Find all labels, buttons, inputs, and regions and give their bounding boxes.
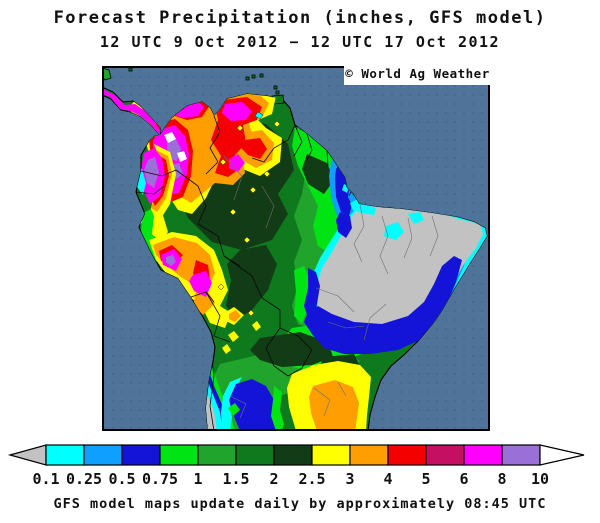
- colorbar: 0.1 0.25 0.5 0.75 1 1.5 2 2.5 3 4 5 6 8 10: [0, 441, 600, 493]
- colorbar-tick-label: 0.1: [32, 470, 59, 488]
- update-note: GFS model maps update daily by approxima…: [53, 496, 547, 512]
- colorbar-tick-label: 6: [459, 470, 468, 488]
- colorbar-segment: [121, 444, 161, 466]
- colorbar-tick-label: 0.75: [142, 470, 178, 488]
- colorbar-segment: [159, 444, 199, 466]
- colorbar-tick-label: 5: [421, 470, 430, 488]
- colorbar-segment: [235, 444, 275, 466]
- colorbar-tick-label: 3: [345, 470, 354, 488]
- andes-heavy-precip: [149, 212, 261, 354]
- state-borders: [223, 155, 439, 419]
- watermark-credit: © World Ag Weather: [344, 62, 491, 85]
- colorbar-over-arrow: [539, 444, 585, 466]
- colorbar-tick-label: 2.5: [298, 470, 325, 488]
- colorbar-segment: [349, 444, 389, 466]
- colorbar-tick-label: 2: [269, 470, 278, 488]
- colorbar-tick-label: 8: [497, 470, 506, 488]
- colorbar-segment: [273, 444, 313, 466]
- colorbar-segment: [425, 444, 465, 466]
- colorbar-tick-label: 10: [531, 470, 549, 488]
- colorbar-segment: [311, 444, 351, 466]
- colorbar-segment: [83, 444, 123, 466]
- map-svg: [102, 66, 490, 431]
- southern-brazil-precip: [287, 361, 371, 431]
- colorbar-segment: [45, 444, 85, 466]
- page-title: Forecast Precipitation (inches, GFS mode…: [53, 8, 547, 28]
- scatter-dots: [217, 111, 336, 317]
- colorbar-segment: [463, 444, 503, 466]
- colorbar-tick-label: 0.5: [108, 470, 135, 488]
- colorbar-tick-label: 1: [193, 470, 202, 488]
- colorbar-tick-label: 0.25: [66, 470, 102, 488]
- country-borders: [135, 115, 359, 431]
- map-frame: [102, 66, 490, 431]
- colorbar-segment: [197, 444, 237, 466]
- colorbar-tick-label: 1.5: [222, 470, 249, 488]
- colorbar-under-arrow: [7, 444, 47, 466]
- colorbar-tick-label: 4: [383, 470, 392, 488]
- colorbar-segment: [387, 444, 427, 466]
- forecast-period: 12 UTC 9 Oct 2012 − 12 UTC 17 Oct 2012: [99, 33, 501, 51]
- precipitation-map: [102, 66, 490, 431]
- colorbar-segment: [501, 444, 541, 466]
